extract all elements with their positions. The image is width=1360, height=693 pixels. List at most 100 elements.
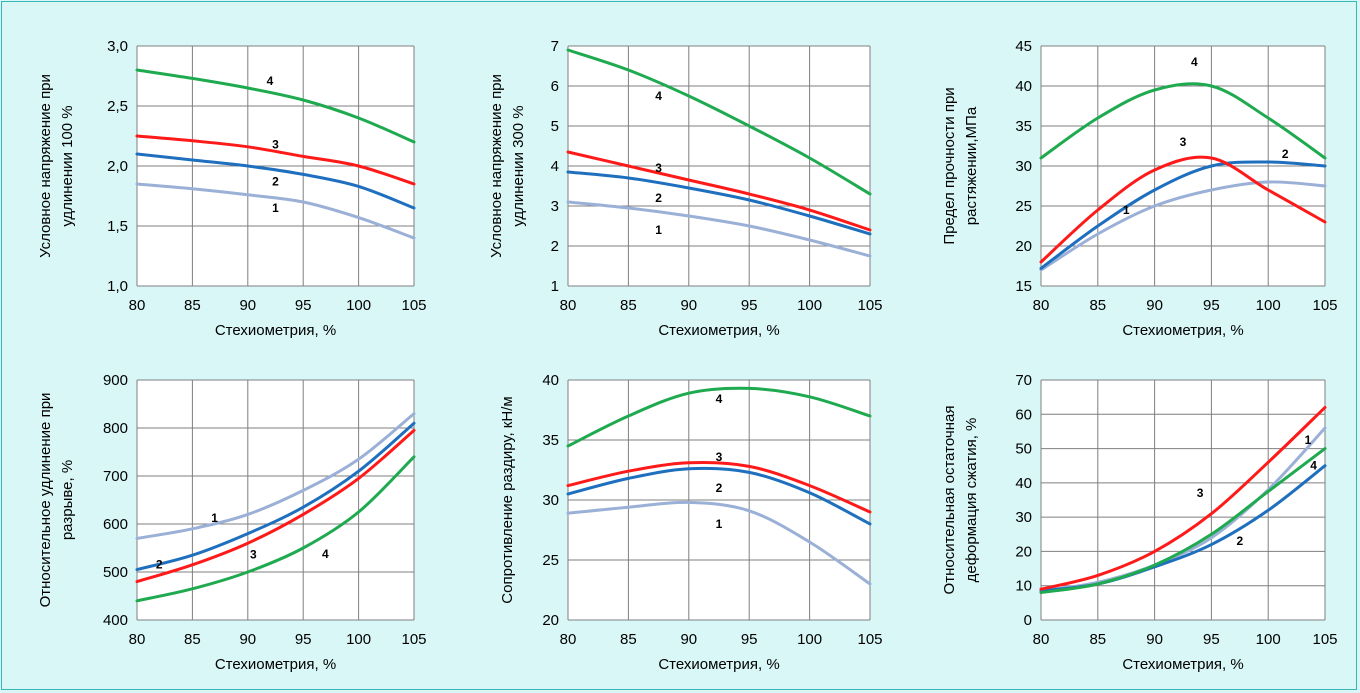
y-tick-label: 25 (1015, 198, 1032, 215)
series-line-2 (566, 170, 872, 236)
y-tick-label: 2,0 (107, 158, 128, 175)
plot-area (137, 380, 414, 620)
x-tick-label: 85 (184, 297, 201, 314)
y-axis-title-line: Сопротивление раздиру, кН/м (499, 396, 516, 603)
series-line-4 (135, 68, 416, 144)
y-tick-label: 15 (1015, 278, 1032, 295)
y-axis-title-line: деформация сжатия, % (963, 418, 980, 583)
x-tick-label: 85 (184, 631, 201, 648)
series-line-1 (135, 182, 416, 240)
x-tick-label: 95 (295, 297, 312, 314)
y-tick-label: 40 (542, 372, 559, 389)
y-tick-label: 3 (551, 198, 559, 215)
y-tick-label: 25 (542, 552, 559, 569)
x-axis-title: Стехиометрия, % (658, 656, 779, 673)
y-axis-title-line: разрыве, % (59, 460, 76, 540)
curve-label-1: 1 (1123, 203, 1130, 217)
curve-label-3: 3 (1197, 486, 1204, 500)
y-tick-label: 10 (1015, 578, 1032, 595)
x-tick-label: 105 (857, 297, 882, 314)
curve-label-1: 1 (272, 201, 279, 215)
series-line-4 (1039, 447, 1327, 595)
x-tick-label: 95 (1203, 297, 1220, 314)
x-tick-label: 85 (1089, 297, 1106, 314)
curve-label-3: 3 (1180, 135, 1187, 149)
curve-label-2: 2 (1236, 534, 1243, 548)
series-line-3 (566, 150, 872, 232)
x-tick-label: 105 (1312, 297, 1337, 314)
y-tick-label: 0 (1024, 612, 1032, 629)
y-tick-label: 800 (103, 420, 128, 437)
y-axis-title-line: Условное напряжение при (488, 74, 505, 258)
x-tick-label: 85 (620, 297, 637, 314)
x-tick-label: 90 (1146, 297, 1163, 314)
plot-area (1041, 380, 1325, 620)
x-tick-label: 105 (1312, 631, 1337, 648)
y-axis-title-line: удлинении 300 % (510, 105, 527, 226)
y-tick-label: 20 (542, 612, 559, 629)
x-tick-label: 90 (680, 631, 697, 648)
curve-label-3: 3 (716, 450, 723, 464)
curve-label-4: 4 (716, 392, 723, 406)
curve-label-1: 1 (1305, 433, 1312, 447)
y-tick-label: 35 (542, 432, 559, 449)
curve-label-4: 4 (1191, 55, 1198, 69)
curve-label-1: 1 (211, 511, 218, 525)
y-tick-label: 400 (103, 612, 128, 629)
y-tick-label: 7 (551, 38, 559, 55)
y-tick-label: 4 (551, 158, 559, 175)
series-line-4 (566, 48, 872, 196)
x-tick-label: 85 (620, 631, 637, 648)
series-line-1 (566, 500, 872, 586)
series-line-3 (135, 134, 416, 186)
y-tick-label: 35 (1015, 118, 1032, 135)
x-tick-label: 90 (1146, 631, 1163, 648)
y-axis-title-line: Условное напряжение при (37, 74, 54, 258)
x-tick-label: 105 (401, 631, 426, 648)
chart-6: 80 85 90 95 100 105 0 10 20 30 40 50 60 70 Стехиометри… (941, 372, 1338, 673)
y-tick-label: 70 (1015, 372, 1032, 389)
curve-label-1: 1 (655, 223, 662, 237)
y-tick-label: 60 (1015, 406, 1032, 423)
chart-2: 80 85 90 95 100 105 1 2 3 4 5 6 7 Стехиометрия, % Усло… (488, 38, 883, 339)
y-tick-label: 500 (103, 564, 128, 581)
y-tick-label: 30 (542, 492, 559, 509)
x-tick-label: 95 (295, 631, 312, 648)
y-tick-label: 45 (1015, 38, 1032, 55)
y-axis-title-line: Относительная остаточная (941, 406, 958, 595)
x-axis-title: Стехиометрия, % (1122, 322, 1243, 339)
chart-1: 80 85 90 95 100 105 1,0 1,5 2,0 2,5 3,0 Стехиометри… (37, 38, 427, 339)
y-tick-label: 900 (103, 372, 128, 389)
curve-label-3: 3 (272, 137, 279, 151)
series-line-4 (566, 386, 872, 448)
curve-label-1: 1 (716, 517, 723, 531)
series-line-3 (1039, 405, 1327, 591)
x-tick-label: 90 (680, 297, 697, 314)
x-tick-label: 100 (346, 297, 371, 314)
curve-label-4: 4 (322, 547, 329, 561)
x-tick-label: 100 (797, 297, 822, 314)
x-tick-label: 85 (1089, 631, 1106, 648)
x-tick-label: 80 (1033, 631, 1050, 648)
y-tick-label: 2 (551, 238, 559, 255)
x-tick-label: 80 (129, 297, 146, 314)
y-tick-label: 1,5 (107, 218, 128, 235)
y-axis-title-line: растяжении,МПа (963, 106, 980, 225)
x-tick-label: 80 (560, 631, 577, 648)
x-axis-title: Стехиометрия, % (215, 656, 336, 673)
y-axis-title-line: Относительное удлинение при (37, 393, 54, 608)
x-axis-title: Стехиометрия, % (215, 322, 336, 339)
y-tick-label: 6 (551, 78, 559, 95)
y-tick-label: 20 (1015, 238, 1032, 255)
series-line-4 (1039, 82, 1327, 160)
y-tick-label: 50 (1015, 441, 1032, 458)
x-tick-label: 105 (401, 297, 426, 314)
y-tick-label: 1 (551, 278, 559, 295)
series-line-3 (1039, 155, 1327, 264)
x-tick-label: 100 (1256, 297, 1281, 314)
curve-label-4: 4 (267, 74, 274, 88)
curve-label-2: 2 (156, 557, 163, 571)
series-line-1 (135, 412, 416, 540)
x-tick-label: 80 (129, 631, 146, 648)
